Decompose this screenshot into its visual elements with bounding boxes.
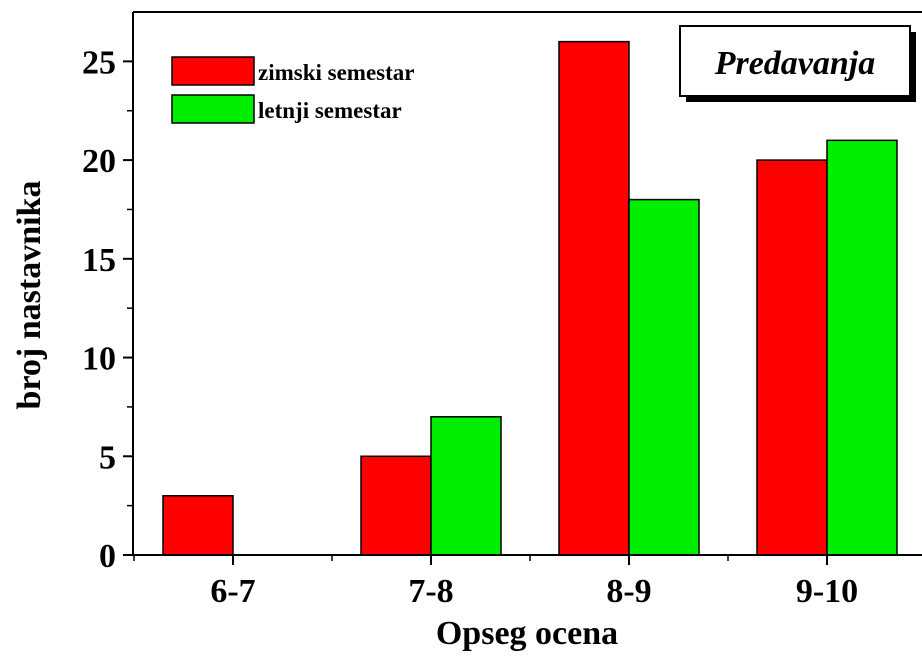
x-axis-title: Opseg ocena [436,615,618,652]
legend-label-zimski: zimski semestar [258,60,415,85]
chart-title: Predavanja [714,45,876,82]
legend-swatch-zimski [171,56,255,86]
bar-zimski-9-10 [756,159,828,556]
y-tick-label-20: 20 [82,143,116,180]
legend: zimski semestar letnji semestar [171,56,415,124]
x-tick-label-7-8: 7-8 [408,573,453,610]
y-tick-label-5: 5 [99,439,116,476]
bar-zimski-8-9 [558,40,630,556]
y-tick-label-15: 15 [82,242,116,279]
x-tick-label-9-10: 9-10 [796,573,858,610]
bar-letnji-8-9 [628,198,700,556]
bar-zimski-7-8 [360,455,432,556]
y-tick-label-25: 25 [82,44,116,81]
legend-label-letnji: letnji semestar [258,98,402,123]
y-axis-title: broj nastavnika [11,181,48,410]
y-tick-label-10: 10 [82,341,116,378]
bar-letnji-7-8 [430,416,502,556]
bar-letnji-9-10 [826,139,898,556]
legend-swatch-letnji [171,94,255,124]
bar-zimski-6-7 [162,495,234,556]
x-tick-label-8-9: 8-9 [606,573,651,610]
y-tick-label-0: 0 [99,538,116,575]
title-box-frame [679,25,911,97]
title-box: Predavanja [679,25,916,102]
x-tick-label-6-7: 6-7 [210,573,255,610]
